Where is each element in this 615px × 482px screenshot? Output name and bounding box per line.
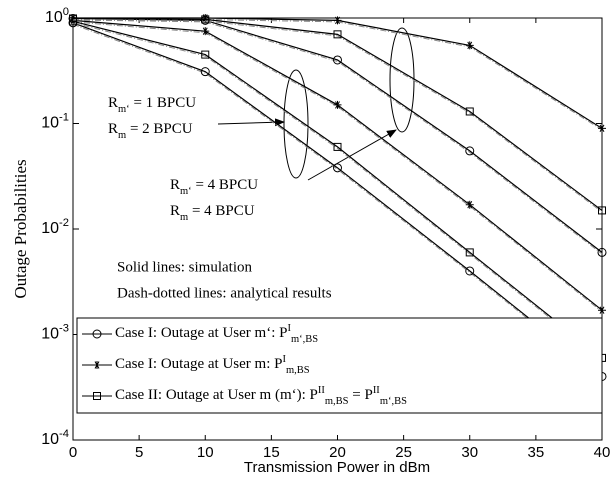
y-axis-label: Outage Probabilities — [11, 159, 30, 298]
series-line — [72, 22, 603, 377]
point — [465, 107, 474, 116]
point — [201, 50, 210, 59]
analytic-line — [72, 21, 603, 313]
point — [333, 16, 342, 25]
legend-label: Case II: Outage at User m (m‘): PIIm,BS … — [115, 385, 407, 407]
point — [93, 361, 101, 369]
point — [598, 206, 606, 215]
annotation: Rm‘ = 1 BPCU — [108, 95, 196, 114]
point — [69, 14, 77, 22]
series-line — [72, 17, 603, 211]
legend-box — [76, 317, 603, 414]
annotation: Solid lines: simulation — [117, 259, 253, 275]
series-line — [72, 20, 603, 359]
point — [93, 392, 101, 400]
x-axis-label: Transmission Power in dBm — [244, 459, 430, 476]
point — [465, 266, 475, 276]
annotation: Dash-dotted lines: analytical results — [117, 285, 332, 301]
annotation: Rm‘ = 4 BPCU — [170, 177, 258, 196]
point — [465, 248, 474, 257]
analytic-line — [72, 23, 603, 379]
analytic-line — [72, 22, 603, 360]
x-tick-label: 15 — [263, 444, 280, 461]
x-tick-label: 0 — [69, 444, 77, 461]
x-tick-label: 10 — [197, 444, 214, 461]
point — [333, 30, 342, 39]
point — [333, 55, 342, 65]
x-tick-label: 35 — [528, 444, 545, 461]
point — [598, 124, 606, 133]
analytic-line — [72, 19, 603, 213]
point — [69, 14, 77, 23]
point — [598, 306, 606, 315]
y-tick-label: 10-3 — [41, 322, 69, 342]
point — [333, 142, 342, 151]
x-tick-label: 5 — [135, 444, 143, 461]
x-tick-label: 25 — [395, 444, 412, 461]
point — [465, 200, 474, 209]
annotation: Rm = 4 BPCU — [170, 203, 255, 222]
point — [201, 27, 210, 36]
annotation: Rm = 2 BPCU — [108, 121, 193, 140]
x-tick-label: 30 — [461, 444, 478, 461]
point — [333, 100, 342, 109]
legend-label: Case I: Outage at User m‘: PIm‘,BS — [115, 323, 318, 345]
group-ellipse — [389, 27, 415, 133]
point — [597, 247, 607, 257]
point — [200, 67, 210, 77]
legend-label: Case I: Outage at User m: PIm,BS — [115, 354, 310, 376]
y-tick-label: 10-4 — [41, 428, 69, 448]
x-tick-label: 40 — [594, 444, 611, 461]
analytic-line — [72, 19, 603, 255]
point — [333, 163, 342, 173]
point — [201, 15, 210, 24]
y-tick-label: 100 — [45, 6, 69, 26]
point — [92, 329, 102, 339]
y-tick-label: 10-2 — [41, 217, 69, 237]
y-tick-label: 10-1 — [41, 111, 69, 131]
x-tick-label: 20 — [329, 444, 346, 461]
point — [465, 146, 475, 156]
point — [465, 41, 474, 50]
point — [201, 14, 210, 22]
